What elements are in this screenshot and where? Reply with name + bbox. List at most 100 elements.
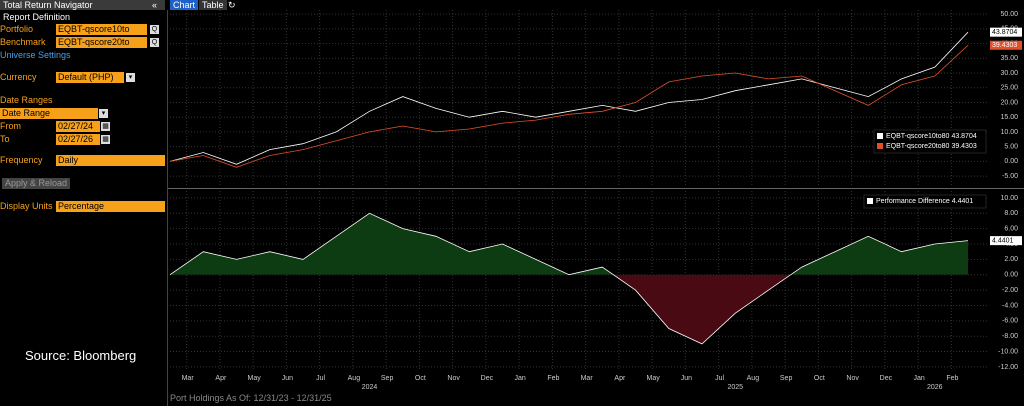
y-tick-label: 20.00 bbox=[1000, 99, 1018, 106]
value-tag bbox=[990, 40, 1022, 50]
legend-swatch bbox=[877, 143, 883, 149]
y-tick-label: -6.00 bbox=[1002, 318, 1018, 325]
search-icon[interactable]: Q bbox=[150, 38, 159, 47]
benchmark-label: Benchmark bbox=[0, 37, 46, 47]
area-positive bbox=[170, 213, 968, 275]
x-tick-label: Jul bbox=[316, 375, 325, 382]
line bbox=[169, 212, 969, 345]
line bbox=[169, 31, 969, 165]
y-tick-label: 0.00 bbox=[1004, 272, 1018, 279]
refresh-icon[interactable]: ↻ bbox=[228, 0, 236, 10]
legend-value: 4.4401 bbox=[952, 198, 974, 205]
search-icon[interactable]: Q bbox=[150, 25, 159, 34]
x-tick-label: Jan bbox=[514, 375, 525, 382]
year-label: 2025 bbox=[727, 384, 743, 391]
tab[interactable]: Chart bbox=[170, 0, 199, 10]
x-tick-label: Feb bbox=[547, 375, 559, 382]
y-tick-label: 8.00 bbox=[1004, 210, 1018, 217]
value-tag bbox=[990, 27, 1022, 37]
units-field[interactable]: Percentage bbox=[56, 201, 165, 212]
x-tick-label: Jun bbox=[282, 375, 293, 382]
legend-label: EQBT-qscore10to80 bbox=[886, 133, 950, 140]
date-range-field[interactable]: Date Range bbox=[0, 108, 98, 119]
section-title: Report Definition bbox=[3, 12, 71, 22]
legend-box bbox=[873, 129, 987, 154]
sidebar-title: Total Return Navigator bbox=[3, 0, 93, 10]
dropdown[interactable]: ▾ bbox=[126, 73, 135, 82]
portfolio-label: Portfolio bbox=[0, 24, 34, 34]
x-tick-label: May bbox=[647, 375, 661, 382]
benchmark-field[interactable]: EQBT-qscore20to bbox=[56, 37, 147, 48]
y-tick-label: 50.00 bbox=[1000, 11, 1018, 18]
x-tick-label: Apr bbox=[215, 375, 227, 382]
x-tick-label: Nov bbox=[846, 375, 859, 382]
legend-label: EQBT-qscore20to80 bbox=[886, 143, 950, 150]
x-tick-label: Sep bbox=[381, 375, 394, 382]
y-tick-label: 35.00 bbox=[1000, 55, 1018, 62]
portfolio-field[interactable]: EQBT-qscore10to bbox=[56, 24, 147, 35]
apply-button[interactable]: Apply & Reload bbox=[2, 178, 71, 189]
x-tick-label: Aug bbox=[747, 375, 760, 382]
y-tick-label: 10.00 bbox=[1000, 129, 1018, 136]
calendar-icon[interactable]: ▦ bbox=[101, 122, 110, 131]
legend-swatch bbox=[877, 133, 883, 139]
value-tag-label: 4.4401 bbox=[992, 237, 1014, 244]
from-field[interactable]: 02/27/24 bbox=[56, 121, 100, 132]
y-tick-label: 10.00 bbox=[1000, 195, 1018, 202]
footer: Port Holdings As Of: 12/31/23 - 12/31/25 bbox=[170, 393, 332, 403]
universe-link[interactable]: Universe Settings bbox=[0, 50, 71, 60]
legend-value: 39.4303 bbox=[951, 143, 976, 150]
legend-value: 43.8704 bbox=[951, 133, 976, 140]
y-tick-label: -4.00 bbox=[1002, 302, 1018, 309]
year-label: 2026 bbox=[927, 384, 943, 391]
y-tick-label: -5.00 bbox=[1002, 173, 1018, 180]
sidebar-header bbox=[0, 0, 165, 10]
area-negative bbox=[613, 274, 791, 344]
x-tick-label: Mar bbox=[182, 375, 195, 382]
legend-label: Performance Difference bbox=[876, 198, 950, 205]
currency-label: Currency bbox=[0, 72, 37, 82]
x-tick-label: Apr bbox=[614, 375, 626, 382]
frequency-label: Frequency bbox=[0, 155, 43, 165]
y-tick-label: -12.00 bbox=[998, 364, 1018, 371]
currency-field[interactable]: Default (PHP) bbox=[56, 72, 124, 83]
x-tick-label: Nov bbox=[447, 375, 460, 382]
from-label: From bbox=[0, 121, 21, 131]
x-tick-label: Oct bbox=[415, 375, 426, 382]
x-tick-label: Jan bbox=[913, 375, 924, 382]
y-tick-label: 15.00 bbox=[1000, 114, 1018, 121]
x-tick-label: May bbox=[248, 375, 262, 382]
value-tag-label: 43.8704 bbox=[992, 29, 1017, 36]
to-label: To bbox=[0, 134, 10, 144]
y-tick-label: -8.00 bbox=[1002, 333, 1018, 340]
date-ranges-label: Date Ranges bbox=[0, 95, 53, 105]
value-tag-label: 39.4303 bbox=[992, 42, 1017, 49]
tab[interactable]: Table bbox=[199, 0, 227, 10]
calendar-icon[interactable]: ▦ bbox=[101, 135, 110, 144]
x-tick-label: Dec bbox=[880, 375, 893, 382]
x-tick-label: Mar bbox=[581, 375, 594, 382]
source-note: Source: Bloomberg bbox=[25, 348, 137, 363]
y-tick-label: 30.00 bbox=[1000, 70, 1018, 77]
year-label: 2024 bbox=[362, 384, 378, 391]
x-tick-label: Jun bbox=[681, 375, 692, 382]
x-tick-label: Jul bbox=[715, 375, 724, 382]
value-tag bbox=[990, 236, 1022, 246]
x-tick-label: Sep bbox=[780, 375, 793, 382]
y-tick-label: -2.00 bbox=[1002, 287, 1018, 294]
units-label: Display Units bbox=[0, 201, 53, 211]
to-field[interactable]: 02/27/26 bbox=[56, 134, 100, 145]
y-tick-label: 5.00 bbox=[1004, 143, 1018, 150]
collapse-button[interactable]: « bbox=[152, 0, 158, 10]
legend-box bbox=[863, 194, 987, 209]
line bbox=[169, 45, 969, 168]
y-tick-label: 25.00 bbox=[1000, 85, 1018, 92]
dropdown[interactable]: ▾ bbox=[99, 109, 108, 118]
x-tick-label: Feb bbox=[946, 375, 958, 382]
x-tick-label: Oct bbox=[814, 375, 825, 382]
x-tick-label: Aug bbox=[348, 375, 361, 382]
y-tick-label: 6.00 bbox=[1004, 225, 1018, 232]
frequency-field[interactable]: Daily bbox=[56, 155, 165, 166]
